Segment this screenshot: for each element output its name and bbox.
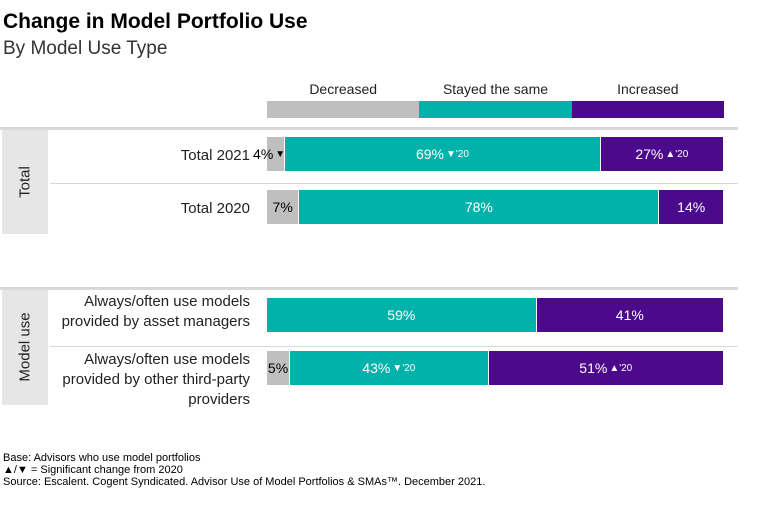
- bar-segment-same-g1-r0: 59%: [267, 298, 537, 332]
- data-label: 14%: [677, 199, 706, 215]
- row-divider-total: [50, 183, 738, 184]
- group-box-total: [2, 130, 48, 234]
- footnote-base: Base: Advisors who use model portfolios: [3, 452, 201, 464]
- data-label: 5%: [267, 360, 289, 376]
- row-label-asset-managers: Always/often use models provided by asse…: [61, 293, 250, 330]
- bar-segment-inc-g1-r0: 41%: [536, 298, 724, 332]
- significance-marker: ▼'20: [445, 148, 469, 160]
- group-box-model-use: [2, 290, 48, 405]
- legend-swatch-inc: [571, 101, 724, 118]
- group-label-total: Total: [16, 166, 34, 198]
- divider-top-total: [0, 127, 738, 130]
- bar-segment-dec-g0-r0: 4%▼'20: [253, 137, 298, 171]
- data-label: 27%: [635, 146, 664, 162]
- row-divider-model-use: [50, 346, 738, 347]
- legend-label-dec: Decreased: [309, 81, 378, 97]
- legend-label-same: Stayed the same: [442, 81, 549, 97]
- significance-marker: ▲'20: [665, 148, 689, 160]
- data-label: 7%: [272, 199, 293, 215]
- data-label: 59%: [387, 307, 416, 323]
- data-label: 4%: [253, 146, 274, 162]
- data-label: 41%: [615, 307, 644, 323]
- footnote-significance: ▲/▼ = Significant change from 2020: [3, 464, 183, 476]
- row-label-total-2020: Total 2020: [180, 200, 250, 217]
- bar-segment-inc-g0-r1: 14%: [659, 190, 724, 224]
- bar-segment-same-g0-r1: 78%: [299, 190, 660, 224]
- chart-title: Change in Model Portfolio Use: [3, 10, 308, 33]
- group-label-model-use: Model use: [16, 312, 34, 382]
- data-label: 43%: [362, 360, 391, 376]
- significance-marker: ▲'20: [609, 362, 633, 374]
- significance-marker: ▼'20: [392, 362, 416, 374]
- legend-swatch-dec: [267, 101, 420, 118]
- bar-segment-same-g0-r0: 69% ▼'20: [285, 137, 601, 171]
- legend-label-inc: Increased: [617, 81, 679, 97]
- bar-segment-dec-g0-r1: 7%: [267, 190, 300, 224]
- chart-subtitle: By Model Use Type: [3, 38, 168, 59]
- row-label-third-party: Always/often use models provided by othe…: [62, 351, 250, 408]
- divider-top-model-use: [0, 287, 738, 290]
- bar-segment-inc-g0-r0: 27% ▲'20: [600, 137, 724, 171]
- footnote-source: Source: Escalent. Cogent Syndicated. Adv…: [3, 476, 486, 488]
- row-label-total-2021: Total 2021: [180, 147, 250, 164]
- bar-segment-same-g1-r1: 43% ▼'20: [290, 351, 489, 385]
- bar-segment-dec-g1-r1: 5%: [267, 351, 291, 385]
- data-label: 51%: [579, 360, 608, 376]
- legend-swatch-same: [419, 101, 572, 118]
- data-label: 69%: [415, 146, 444, 162]
- data-label: 78%: [464, 199, 493, 215]
- bar-segment-inc-g1-r1: 51% ▲'20: [488, 351, 724, 385]
